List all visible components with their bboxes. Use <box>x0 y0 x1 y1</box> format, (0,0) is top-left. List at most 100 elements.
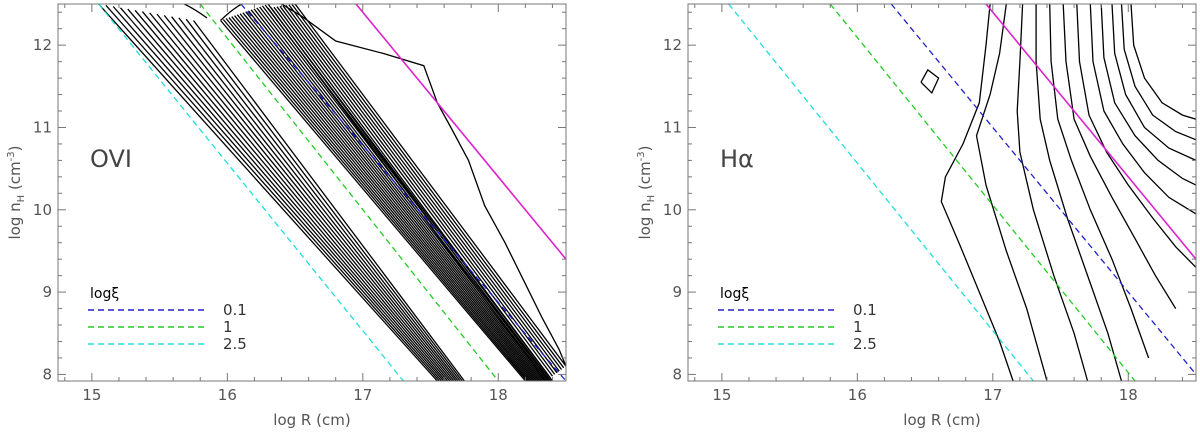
p1-xtick-label-18: 18 <box>1119 386 1138 404</box>
p1-contour-9 <box>1111 4 1196 161</box>
p0-legend-label-1: 1 <box>223 318 233 336</box>
p0-contour-9 <box>163 14 457 381</box>
p0-frame <box>57 3 567 382</box>
p1-frame <box>687 3 1197 382</box>
p1-contour-5 <box>1062 4 1177 309</box>
p0-xtick-label-15: 15 <box>82 386 101 404</box>
p0-contour-13 <box>192 20 465 381</box>
p0-plot-area <box>98 4 566 381</box>
p0-contour-44 <box>220 4 275 21</box>
p1-ytick-label-9: 9 <box>672 283 682 301</box>
p1-magenta-line <box>985 4 1196 260</box>
p0-contour-10 <box>171 16 459 381</box>
p0-contour-26 <box>233 15 534 381</box>
p0-xi-line-2.5 <box>98 4 404 381</box>
p0-panel-label: OVI <box>90 145 132 173</box>
p0-contour-22 <box>245 11 541 381</box>
p0-contour-42 <box>281 4 566 367</box>
p0-ylabel: log nH (cm-3) <box>6 145 27 239</box>
p0-contour-27 <box>231 16 533 381</box>
p1-xi-line-0.1 <box>890 4 1196 375</box>
p1-ytick-label-11: 11 <box>663 118 682 136</box>
p0-contour-41 <box>267 7 547 381</box>
p1-ytick-label-8: 8 <box>672 365 682 383</box>
p0-contour-5 <box>134 9 449 381</box>
p1-panel-label: Hα <box>720 145 754 173</box>
p0-ytick-label-9: 9 <box>42 283 52 301</box>
p0-contour-37 <box>279 5 556 375</box>
p1-contour-8 <box>1100 4 1196 186</box>
p0-contour-25 <box>236 14 536 381</box>
p1-contour-7 <box>1089 4 1196 215</box>
p0-contour-24 <box>239 13 538 381</box>
p0-contour-4 <box>127 8 447 381</box>
p1-contour-0 <box>940 4 1014 381</box>
p0-contour-31 <box>220 20 526 381</box>
p0-magenta-line <box>355 4 566 260</box>
p1-contour-1 <box>975 4 1048 381</box>
p0-contour-32 <box>294 4 566 367</box>
p0-contour-11 <box>178 17 461 381</box>
p1-legend-title: logξ <box>720 286 749 302</box>
p1-contour-6 <box>1076 4 1196 268</box>
p0-contour-7 <box>149 12 453 381</box>
p1-contour-2 <box>1016 4 1089 381</box>
p0-contour-40 <box>270 7 549 380</box>
p1-xtick-label-16: 16 <box>848 386 867 404</box>
p0-xtick-label-18: 18 <box>489 386 508 404</box>
p0-contour-39 <box>273 6 551 379</box>
p1-contour-11 <box>1130 4 1196 120</box>
p1-contour-12 <box>920 68 940 95</box>
p0-xtick-label-17: 17 <box>353 386 372 404</box>
p0-contour-8 <box>156 13 455 381</box>
p0-xi-line-0.1 <box>240 4 566 381</box>
p0-xlabel: log R (cm) <box>273 411 350 429</box>
p0-ytick-label-11: 11 <box>33 118 52 136</box>
p1-ytick-label-10: 10 <box>663 201 682 219</box>
p1-legend-label-2: 2.5 <box>853 335 877 353</box>
p0-contour-19 <box>253 8 546 381</box>
p0-legend-title: logξ <box>90 286 119 302</box>
p0-contour-0 <box>98 4 438 381</box>
p1-xi-line-1 <box>829 4 1136 381</box>
panel-halpha: 15 16 17 18 8 9 10 11 12 log R (cm) log nH (cm-3) H… <box>636 3 1197 429</box>
p1-ytick-label-12: 12 <box>663 36 682 54</box>
p0-contour-36 <box>282 5 558 374</box>
p0-xtick-label-16: 16 <box>218 386 237 404</box>
p0-contour-29 <box>225 18 529 381</box>
p0-xi-line-1 <box>199 4 499 381</box>
p0-contour-12 <box>185 18 463 381</box>
p1-contour-3 <box>1035 4 1123 381</box>
p0-contour-21 <box>247 10 542 381</box>
p0-legend-label-0: 0.1 <box>223 301 247 319</box>
p1-xlabel: log R (cm) <box>903 411 980 429</box>
p0-contour-35 <box>285 5 560 372</box>
p0-contour-2 <box>112 6 442 381</box>
p1-legend-label-0: 0.1 <box>853 301 877 319</box>
p0-contour-1 <box>105 4 440 381</box>
p0-legend-label-2: 2.5 <box>223 335 247 353</box>
p1-xi-line-2.5 <box>728 4 1034 381</box>
p1-xtick-label-15: 15 <box>712 386 731 404</box>
p1-ylabel: log nH (cm-3) <box>636 145 657 239</box>
panel-ovi: 15 16 17 18 8 9 10 11 12 log R (cm) log nH (cm-3) O… <box>6 3 567 429</box>
p0-contour-20 <box>250 9 544 381</box>
p0-ytick-label-12: 12 <box>33 36 52 54</box>
p0-contour-30 <box>222 19 528 381</box>
p1-xtick-label-17: 17 <box>983 386 1002 404</box>
p0-contour-34 <box>288 4 563 370</box>
p1-legend-label-1: 1 <box>853 318 863 336</box>
p0-contour-23 <box>242 12 539 381</box>
p1-contour-10 <box>1120 4 1196 141</box>
p0-contour-3 <box>120 7 445 381</box>
p0-ytick-label-8: 8 <box>42 365 52 383</box>
p1-plot-area <box>728 4 1196 381</box>
p0-contour-33 <box>291 4 565 369</box>
p0-contour-38 <box>276 6 554 377</box>
p0-contour-43 <box>132 4 208 19</box>
p1-contour-4 <box>1049 4 1150 359</box>
p0-contour-6 <box>141 11 451 381</box>
p0-contour-18 <box>256 7 547 381</box>
p0-ytick-label-10: 10 <box>33 201 52 219</box>
